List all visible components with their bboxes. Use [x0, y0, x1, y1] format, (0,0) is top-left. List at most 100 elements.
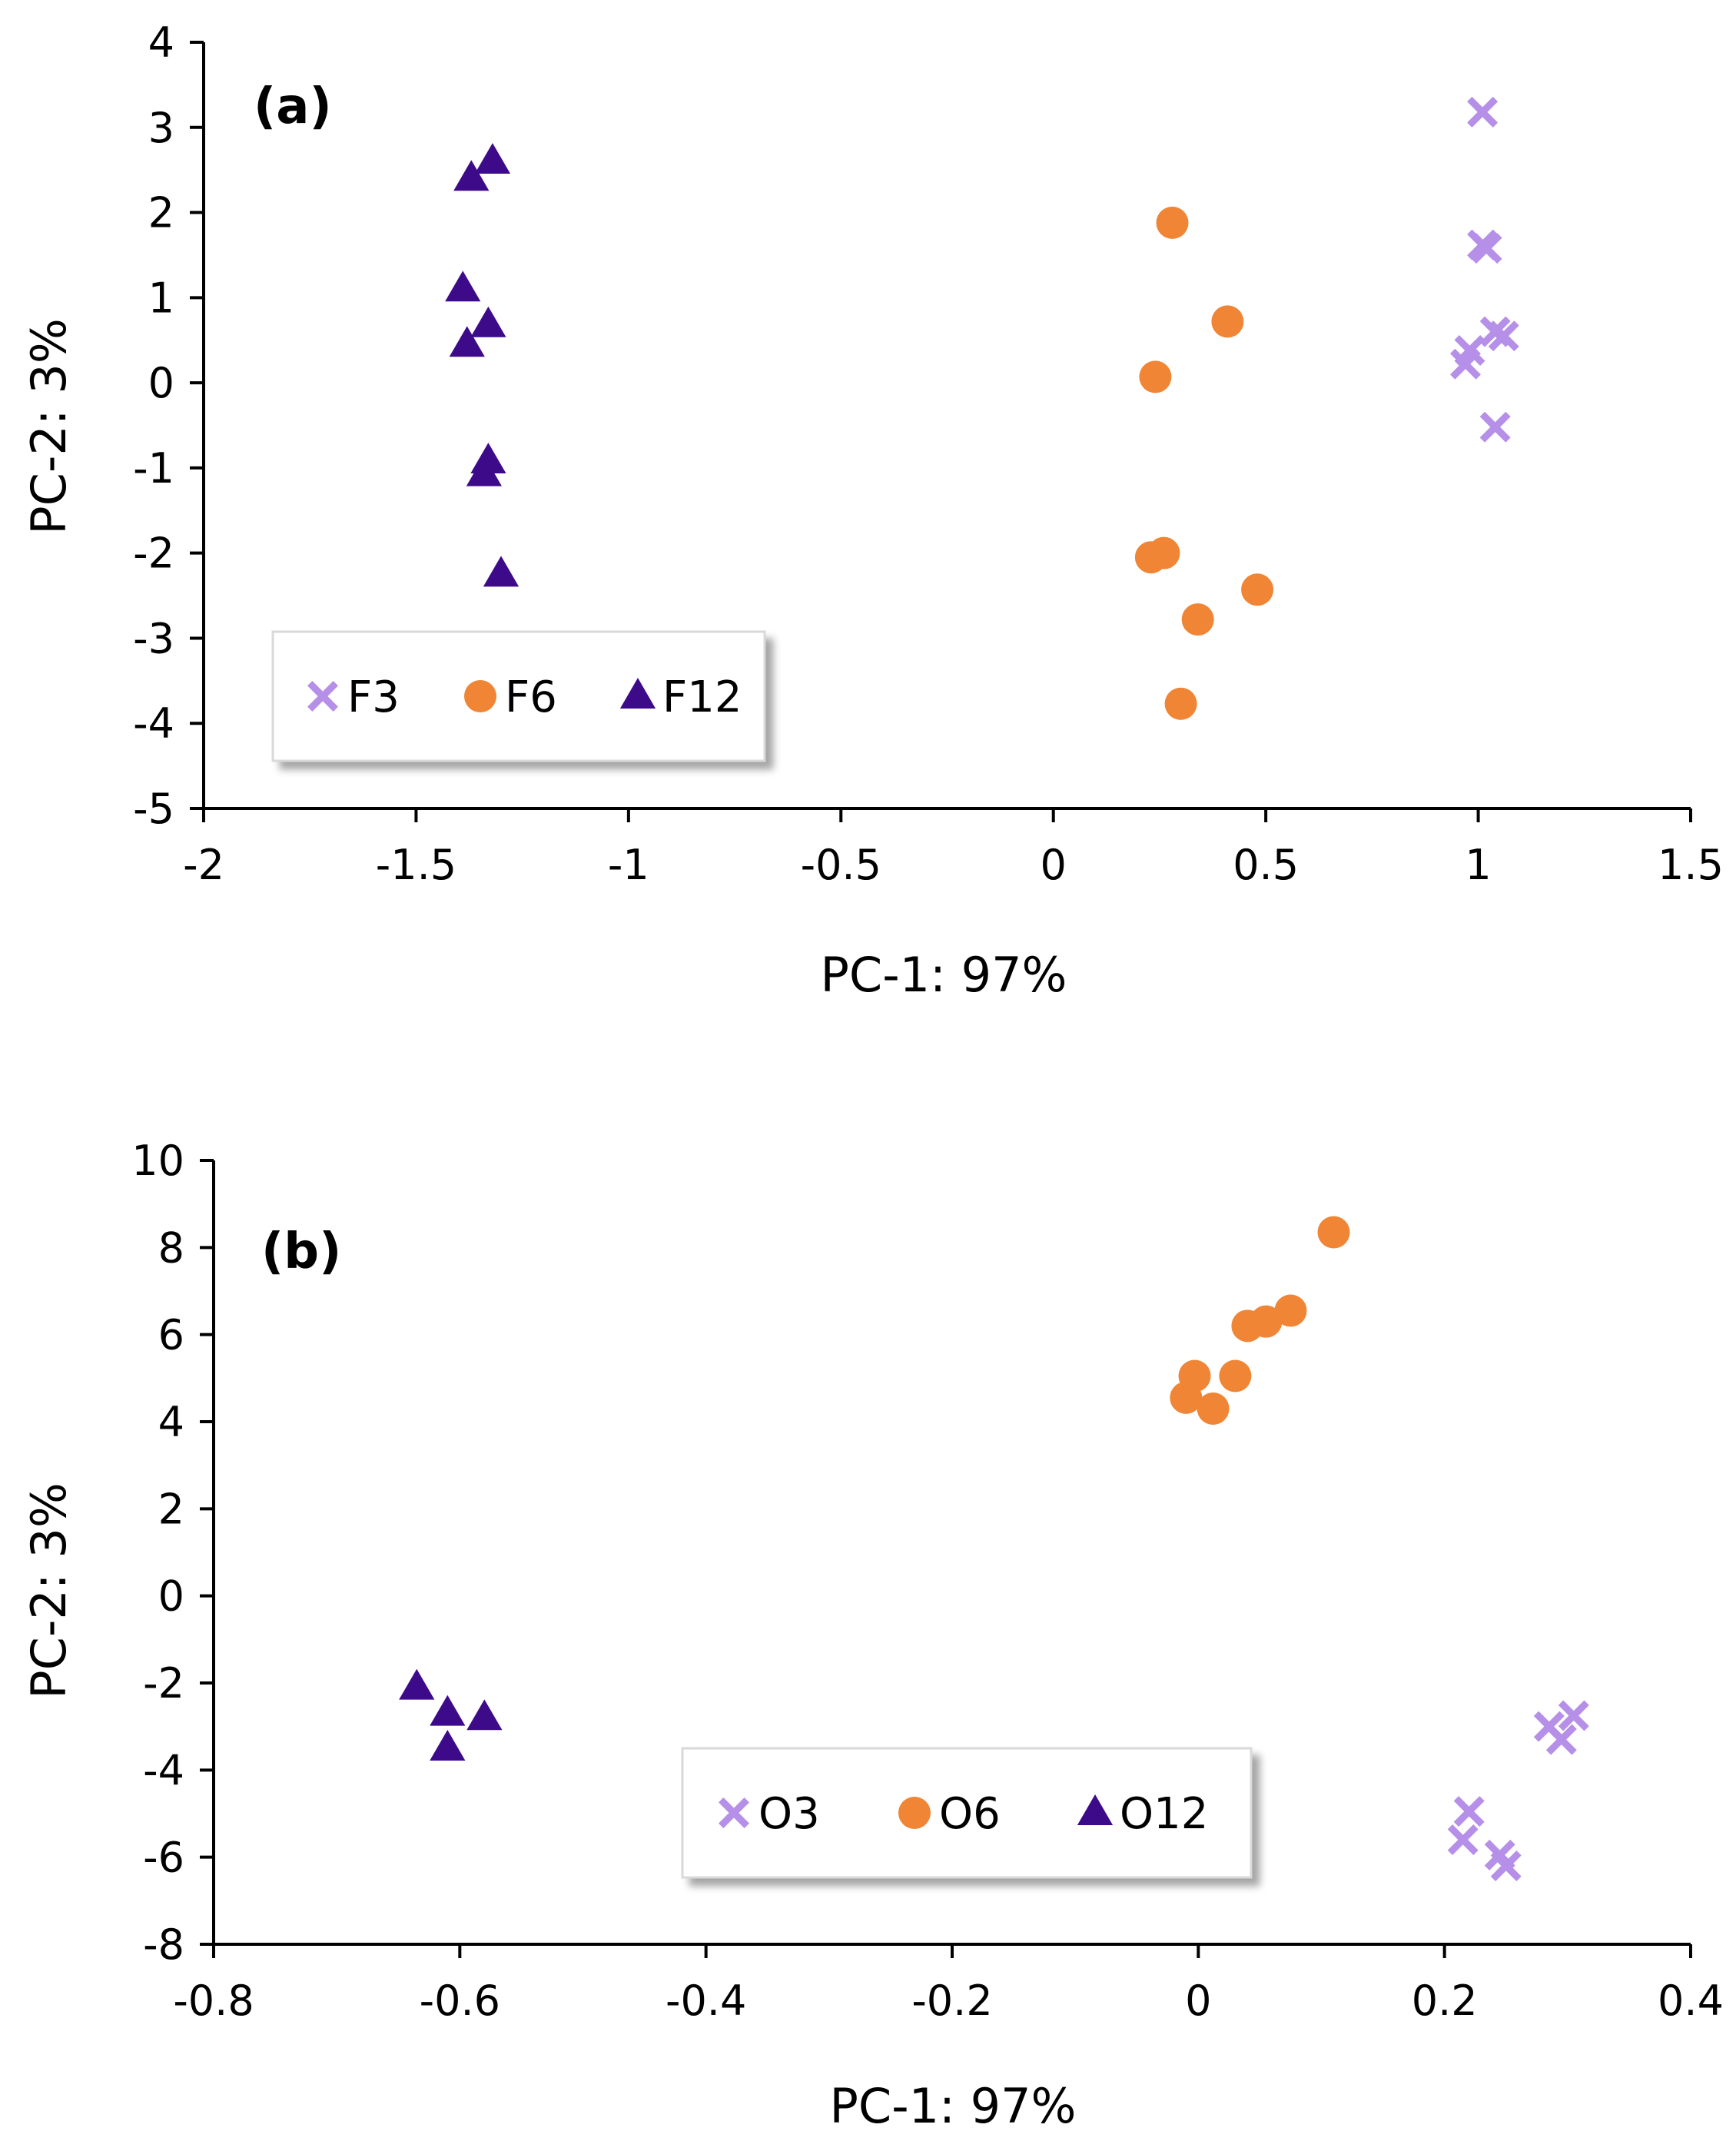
- x-tick-label: 0.5: [1233, 841, 1299, 889]
- x-tick-label: -1: [608, 841, 649, 889]
- panel-label: (a): [254, 78, 332, 135]
- y-tick-label: 2: [158, 1485, 184, 1533]
- point-O12: [399, 1668, 435, 1700]
- point-O3: [1490, 1851, 1522, 1881]
- point-F3: [1471, 233, 1502, 264]
- x-tick-label: -0.4: [666, 1977, 746, 2025]
- y-tick-label: 6: [158, 1311, 184, 1359]
- y-tick-label: 0: [158, 1572, 184, 1621]
- series-F3: [1450, 96, 1519, 443]
- point-F12: [449, 326, 485, 357]
- point-O3: [1545, 1724, 1577, 1755]
- y-tick-label: -3: [133, 614, 174, 662]
- point-O3: [1447, 1824, 1479, 1855]
- legend-label-O6: O6: [939, 1789, 1001, 1839]
- point-O6: [1231, 1309, 1264, 1343]
- x-tick-label: 0.4: [1658, 1977, 1724, 2025]
- axes: [212, 1160, 1691, 1946]
- y-tick-label: 10: [131, 1137, 184, 1185]
- y-tick-label: 0: [148, 359, 174, 407]
- point-O6: [1197, 1392, 1230, 1425]
- y-tick-label: -5: [133, 785, 174, 833]
- y-tick-label: 3: [148, 104, 174, 152]
- x-tick-label: -0.2: [911, 1977, 992, 2025]
- series-F12: [445, 143, 519, 587]
- x-tick-label: -0.6: [420, 1977, 500, 2025]
- y-axis-title: PC-2: 3%: [21, 1482, 77, 1698]
- data-points: [399, 1216, 1589, 1881]
- point-F12: [453, 160, 490, 191]
- legend-box: [271, 630, 766, 762]
- y-tick-label: -8: [143, 1920, 184, 1969]
- point-O3: [1453, 1796, 1485, 1827]
- x-tick-label: 1.5: [1658, 841, 1724, 889]
- point-F6: [1164, 687, 1197, 720]
- scatter-panel-a: -2 -1.5 -1 -0.5 0 0.5 1 1.5 -5 -4 -3 -2 -1 0 1 2 3 4 (a)…: [21, 18, 1724, 1003]
- point-F6: [1156, 206, 1189, 239]
- legend-marker-F6: [464, 680, 496, 712]
- x-axis-title: PC-1: 97%: [821, 947, 1067, 1003]
- x-tick-label: 0.2: [1412, 1977, 1478, 2025]
- panel-label: (b): [261, 1223, 341, 1280]
- x-tick-label: -2: [183, 841, 224, 889]
- y-tick-label: -6: [143, 1834, 184, 1882]
- point-O12: [466, 1699, 503, 1731]
- legend-label-O12: O12: [1120, 1789, 1208, 1839]
- x-tick-label: 1: [1465, 841, 1491, 889]
- y-tick-label: -4: [133, 699, 174, 748]
- legend-marker-O12: [1077, 1794, 1114, 1825]
- legend-label-O3: O3: [758, 1789, 820, 1839]
- legend-marker-O3: [719, 1797, 749, 1828]
- legend: F3 F6 F12: [271, 630, 766, 762]
- point-F6: [1211, 305, 1244, 338]
- y-tick-label: 1: [148, 274, 174, 322]
- point-O6: [1219, 1359, 1252, 1392]
- x-tick-label: -0.8: [173, 1977, 254, 2025]
- y-tick-label: 8: [158, 1223, 184, 1272]
- point-F3: [1479, 411, 1511, 443]
- point-F12: [474, 143, 511, 174]
- point-F12: [470, 306, 506, 337]
- point-F6: [1139, 360, 1172, 393]
- y-tick-label: -4: [143, 1746, 184, 1794]
- point-F12: [445, 271, 481, 302]
- data-points: [445, 96, 1519, 720]
- y-axis-ticks: -5 -4 -3 -2 -1 0 1 2 3 4: [133, 18, 204, 833]
- legend-marker-F3: [307, 681, 338, 712]
- point-O6: [1274, 1294, 1307, 1327]
- y-tick-label: 4: [158, 1398, 184, 1446]
- point-F6: [1241, 573, 1274, 606]
- point-F6: [1134, 541, 1167, 574]
- series-O12: [399, 1668, 503, 1761]
- legend-marker-F12: [619, 678, 656, 709]
- axes: [202, 42, 1691, 810]
- point-O3: [1558, 1700, 1589, 1731]
- series-F6: [1134, 206, 1274, 720]
- y-tick-label: -2: [133, 529, 174, 578]
- point-F3: [1488, 320, 1519, 352]
- y-axis-ticks: -8 -6 -4 -2 0 2 4 6 8 10: [131, 1137, 214, 1969]
- y-axis-title: PC-2: 3%: [21, 318, 77, 534]
- point-F6: [1181, 603, 1214, 636]
- x-tick-label: -1.5: [376, 841, 456, 889]
- x-axis-ticks: -0.8 -0.6 -0.4 -0.2 0 0.2 0.4: [173, 1944, 1724, 2025]
- x-axis-ticks: -2 -1.5 -1 -0.5 0 0.5 1 1.5: [183, 808, 1724, 889]
- scatter-panel-b: -0.8 -0.6 -0.4 -0.2 0 0.2 0.4 -8-6-4-20246810 …: [21, 1137, 1724, 2134]
- point-O6: [1170, 1381, 1203, 1414]
- point-O12: [430, 1695, 466, 1726]
- x-tick-label: 0: [1041, 841, 1067, 889]
- legend-label-F12: F12: [662, 672, 742, 722]
- series-O3: [1447, 1700, 1589, 1881]
- legend-label-F3: F3: [347, 672, 400, 722]
- point-F12: [483, 556, 519, 587]
- point-O6: [1317, 1216, 1350, 1249]
- x-tick-label: 0: [1185, 1977, 1211, 2025]
- y-tick-label: 4: [148, 18, 174, 67]
- y-tick-label: -1: [133, 444, 174, 493]
- y-tick-label: 2: [148, 189, 174, 237]
- point-F3: [1467, 96, 1499, 128]
- series-O6: [1170, 1216, 1350, 1425]
- legend-marker-O6: [898, 1797, 931, 1829]
- point-F3: [1450, 348, 1481, 380]
